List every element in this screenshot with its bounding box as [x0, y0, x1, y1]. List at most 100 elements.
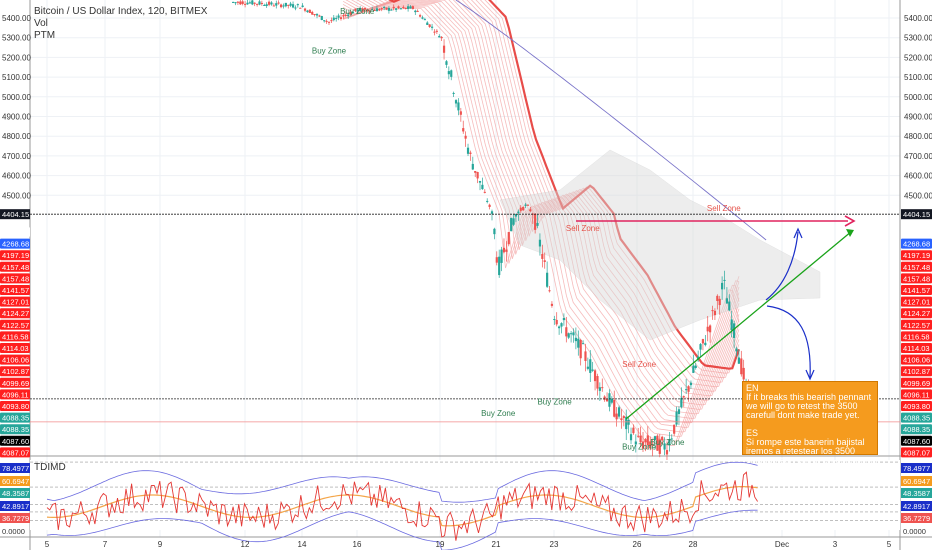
candle-body — [507, 232, 510, 245]
candle-body — [375, 8, 379, 12]
time-tick: 5 — [887, 540, 892, 549]
ma-line — [367, 0, 740, 388]
candle-body — [668, 439, 671, 446]
candle-body — [673, 424, 676, 434]
candle-body — [567, 333, 570, 338]
right-price-tick: 5400.00 — [904, 14, 932, 23]
candle-body — [392, 6, 395, 9]
candle-body — [701, 339, 705, 344]
candle-body — [709, 325, 712, 333]
right-price-tag-bg — [901, 238, 932, 249]
highlight-tag-left — [0, 209, 30, 220]
buy-zone-label: Buy Zone — [537, 398, 572, 407]
time-tick: 23 — [550, 540, 559, 549]
candle-body — [519, 207, 522, 211]
candle-body — [574, 337, 577, 342]
left-price-tag: 4116.58 — [0, 331, 30, 342]
sub-tick-right: 48.3587 — [903, 489, 930, 498]
right-price-tag: 4141.57 — [901, 285, 932, 295]
candle-body — [488, 204, 491, 207]
left-price-tag-text: 4096.11 — [2, 390, 29, 399]
highlight-tag-right — [901, 209, 932, 220]
note-line — [746, 420, 874, 429]
candle-body — [347, 14, 350, 17]
slow-ma — [455, 0, 767, 241]
candlesticks — [232, 0, 760, 461]
right-price-tag-bg — [901, 412, 932, 423]
candle-body — [399, 8, 403, 10]
candle-body — [730, 319, 733, 331]
right-price-tag: 4088.35 — [901, 412, 932, 423]
sub-tick-left: 78.4977 — [2, 464, 29, 473]
left-price-tag-text: 4087.07 — [2, 448, 29, 457]
candle-body — [569, 333, 573, 335]
right-price-tag-bg — [901, 250, 932, 261]
sub-tick-right: 78.4977 — [903, 464, 930, 473]
lower-band — [46, 509, 758, 550]
candle-body — [742, 367, 745, 380]
candle-body — [378, 9, 381, 11]
trendline — [625, 230, 853, 420]
sub-tick-right: 0.0000 — [903, 527, 926, 536]
candle-body — [296, 4, 299, 6]
candle-body — [699, 344, 702, 350]
right-price-tick: 4900.00 — [904, 113, 932, 122]
left-price-tag-bg — [0, 296, 30, 307]
right-price-tag-text: 4088.35 — [903, 414, 930, 423]
right-price-tag: 4122.57 — [901, 319, 932, 330]
candle-body — [430, 26, 434, 28]
candle-body — [426, 22, 429, 25]
time-tick: 21 — [492, 540, 501, 549]
candle-body — [311, 11, 314, 15]
candle-body — [718, 298, 721, 306]
candle-body — [634, 441, 637, 445]
left-price-tag-bg — [0, 238, 30, 249]
candle-body — [694, 365, 697, 368]
candle-body — [656, 435, 659, 451]
note-line: If it breaks this bearish pennant — [746, 392, 872, 402]
candle-body — [644, 439, 647, 443]
candle-body — [721, 282, 724, 290]
sub-tick-left: 48.3587 — [2, 489, 29, 498]
ma-line — [342, 4, 740, 433]
candle-body — [332, 17, 335, 21]
candle-body — [454, 100, 458, 104]
target-arrowhead — [844, 215, 856, 227]
left-price-tag: 4087.07 — [0, 447, 30, 458]
left-price-tag-bg — [0, 412, 30, 423]
candle-body — [593, 370, 597, 382]
candle-body — [687, 386, 690, 392]
left-price-tag-text: 4297.50 — [2, 228, 29, 237]
right-price-tick: 4800.00 — [904, 132, 932, 141]
right-price-tag-bg — [901, 377, 932, 388]
candle-body — [605, 399, 609, 402]
right-price-tag: 4114.03 — [901, 343, 932, 353]
right-price-tag-text: 4197.19 — [903, 251, 930, 260]
left-price-tag: 4114.03 — [0, 343, 30, 353]
candle-body — [303, 8, 307, 11]
candle-body — [476, 172, 479, 179]
sub-tick-left: 60.6947 — [2, 477, 29, 486]
left-price-tag-text: 4268.68 — [2, 240, 29, 249]
sub-tag-right-bg — [901, 513, 932, 523]
candle-body — [562, 317, 566, 321]
buy-zone-label: Buy Zone — [622, 443, 657, 452]
right-price-tag-text: 4087.60 — [903, 437, 930, 446]
left-price-tag-bg — [0, 227, 30, 237]
right-price-tag-text: 4268.68 — [903, 240, 930, 249]
ma-line — [342, 1, 740, 424]
analysis-note: EN If it breaks this bearish pennant we … — [742, 381, 878, 465]
candle-body — [524, 204, 527, 206]
candle-body — [617, 407, 621, 417]
time-tick: 3 — [833, 540, 838, 549]
right-price-tick: 4500.00 — [904, 191, 932, 200]
buy-zone-label: Buy Zone — [312, 46, 347, 55]
buy-zone-label: Buy Zone — [650, 438, 685, 447]
candle-body — [344, 14, 347, 16]
candle-body — [622, 416, 625, 419]
sub-tag-right-bg — [901, 488, 932, 498]
candle-body — [236, 1, 240, 3]
projection-down — [766, 305, 811, 379]
